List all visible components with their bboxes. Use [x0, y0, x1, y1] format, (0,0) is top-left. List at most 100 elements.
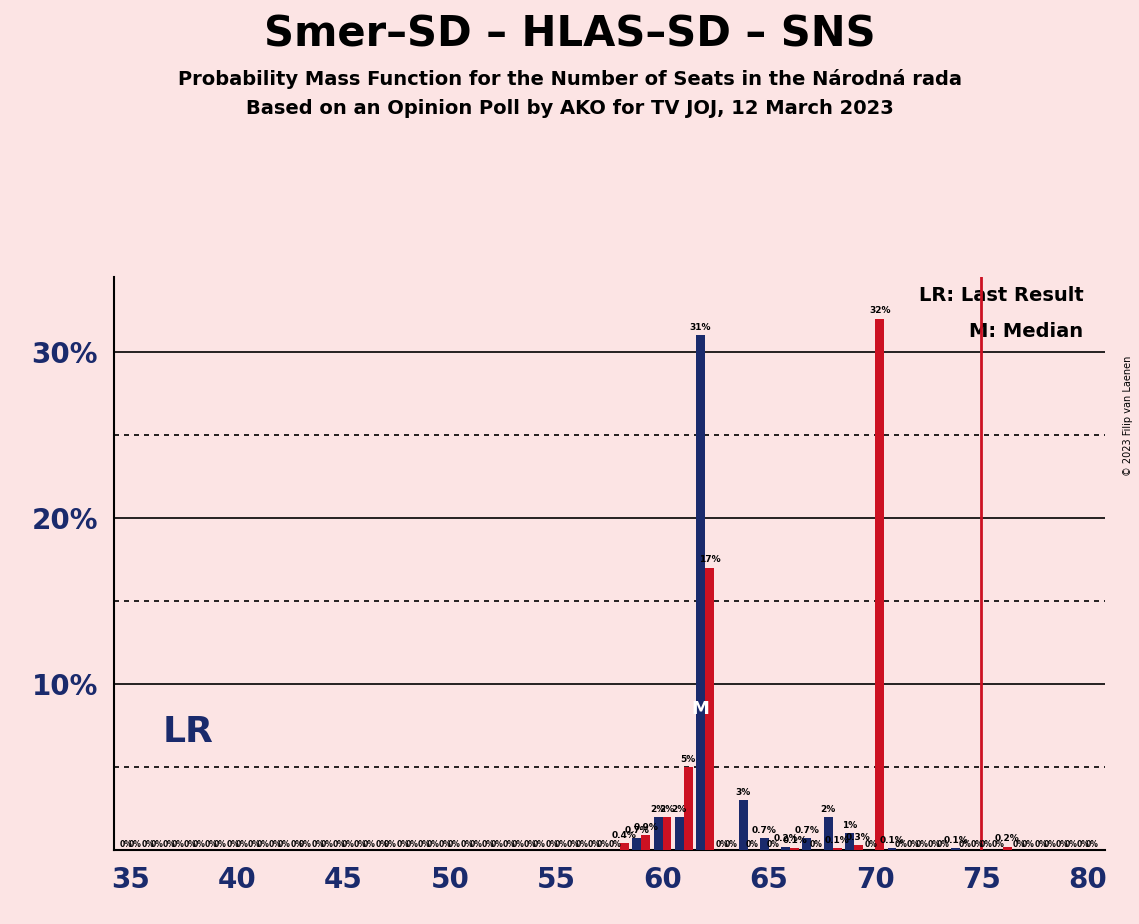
Text: 0%: 0% — [502, 840, 516, 849]
Text: 0.3%: 0.3% — [846, 833, 870, 842]
Bar — [845, 833, 854, 850]
Text: 0%: 0% — [958, 840, 972, 849]
Text: LR: LR — [163, 715, 214, 749]
Text: 0.7%: 0.7% — [795, 826, 819, 835]
Bar — [663, 817, 672, 850]
Text: 0%: 0% — [396, 840, 409, 849]
Text: 0.2%: 0.2% — [773, 834, 798, 844]
Text: 2%: 2% — [672, 805, 687, 813]
Text: 0%: 0% — [575, 840, 589, 849]
Text: 0%: 0% — [192, 840, 206, 849]
Bar — [641, 835, 650, 850]
Bar — [696, 335, 705, 850]
Text: 2%: 2% — [820, 805, 836, 813]
Bar — [951, 848, 960, 850]
Text: 0%: 0% — [427, 840, 440, 849]
Text: 0%: 0% — [469, 840, 482, 849]
Bar — [790, 848, 800, 850]
Text: 0%: 0% — [214, 840, 227, 849]
Text: 0%: 0% — [724, 840, 737, 849]
Bar — [705, 567, 714, 850]
Text: 0%: 0% — [354, 840, 367, 849]
Text: 0%: 0% — [247, 840, 261, 849]
Text: 0%: 0% — [269, 840, 281, 849]
Text: 2%: 2% — [650, 805, 665, 813]
Bar — [739, 800, 747, 850]
Text: 0%: 0% — [278, 840, 290, 849]
Bar — [875, 319, 884, 850]
Text: 0%: 0% — [418, 840, 431, 849]
Text: 0%: 0% — [129, 840, 142, 849]
Text: 0%: 0% — [320, 840, 334, 849]
Text: 0%: 0% — [120, 840, 133, 849]
Bar — [632, 838, 641, 850]
Bar — [760, 838, 769, 850]
Text: 0%: 0% — [1056, 840, 1068, 849]
Text: 0%: 0% — [448, 840, 461, 849]
Text: 0%: 0% — [405, 840, 418, 849]
Text: 0%: 0% — [588, 840, 600, 849]
Text: 0%: 0% — [566, 840, 580, 849]
Text: 0%: 0% — [746, 840, 759, 849]
Text: 0%: 0% — [609, 840, 622, 849]
Bar — [833, 848, 842, 850]
Text: 0%: 0% — [482, 840, 494, 849]
Text: 0%: 0% — [970, 840, 983, 849]
Bar — [683, 767, 693, 850]
Text: 0%: 0% — [928, 840, 941, 849]
Text: 0%: 0% — [865, 840, 877, 849]
Text: 0%: 0% — [1085, 840, 1099, 849]
Text: 0%: 0% — [333, 840, 345, 849]
Text: 0%: 0% — [715, 840, 728, 849]
Text: 0%: 0% — [460, 840, 473, 849]
Text: Probability Mass Function for the Number of Seats in the Národná rada: Probability Mass Function for the Number… — [178, 69, 961, 90]
Text: 0%: 0% — [992, 840, 1005, 849]
Text: 0%: 0% — [1065, 840, 1077, 849]
Text: 0.1%: 0.1% — [825, 836, 850, 845]
Bar — [675, 817, 683, 850]
Text: 0%: 0% — [172, 840, 185, 849]
Text: 31%: 31% — [690, 323, 712, 332]
Text: LR: Last Result: LR: Last Result — [919, 286, 1083, 305]
Bar — [781, 846, 790, 850]
Text: 0%: 0% — [342, 840, 354, 849]
Text: M: Median: M: Median — [969, 322, 1083, 341]
Text: 0%: 0% — [311, 840, 325, 849]
Text: M: M — [691, 700, 710, 718]
Text: 0%: 0% — [980, 840, 992, 849]
Text: 0%: 0% — [1034, 840, 1047, 849]
Text: Based on an Opinion Poll by AKO for TV JOJ, 12 March 2023: Based on an Opinion Poll by AKO for TV J… — [246, 99, 893, 118]
Text: 0%: 0% — [1076, 840, 1090, 849]
Text: 0%: 0% — [937, 840, 950, 849]
Text: 0.2%: 0.2% — [994, 834, 1019, 844]
Bar — [854, 845, 863, 850]
Text: © 2023 Filip van Laenen: © 2023 Filip van Laenen — [1123, 356, 1133, 476]
Text: 2%: 2% — [659, 805, 674, 813]
Text: 0.1%: 0.1% — [782, 836, 806, 845]
Text: 0%: 0% — [375, 840, 388, 849]
Text: 0.7%: 0.7% — [624, 826, 649, 835]
Text: 0%: 0% — [439, 840, 452, 849]
Text: 0%: 0% — [227, 840, 239, 849]
Text: 0%: 0% — [141, 840, 154, 849]
Text: 0%: 0% — [894, 840, 908, 849]
Bar — [620, 844, 629, 850]
Text: 0%: 0% — [916, 840, 928, 849]
Text: 0%: 0% — [150, 840, 163, 849]
Text: 17%: 17% — [698, 555, 720, 565]
Text: Smer–SD – HLAS–SD – SNS: Smer–SD – HLAS–SD – SNS — [264, 14, 875, 55]
Text: 5%: 5% — [681, 755, 696, 764]
Text: 0%: 0% — [1022, 840, 1035, 849]
Text: 0%: 0% — [555, 840, 567, 849]
Text: 0%: 0% — [546, 840, 558, 849]
Bar — [1002, 846, 1011, 850]
Text: 0%: 0% — [205, 840, 218, 849]
Bar — [654, 817, 663, 850]
Text: 0%: 0% — [363, 840, 376, 849]
Text: 0%: 0% — [290, 840, 303, 849]
Text: 0%: 0% — [810, 840, 822, 849]
Text: 0.9%: 0.9% — [633, 822, 658, 832]
Bar — [887, 848, 896, 850]
Text: 0%: 0% — [384, 840, 398, 849]
Text: 0.7%: 0.7% — [752, 826, 777, 835]
